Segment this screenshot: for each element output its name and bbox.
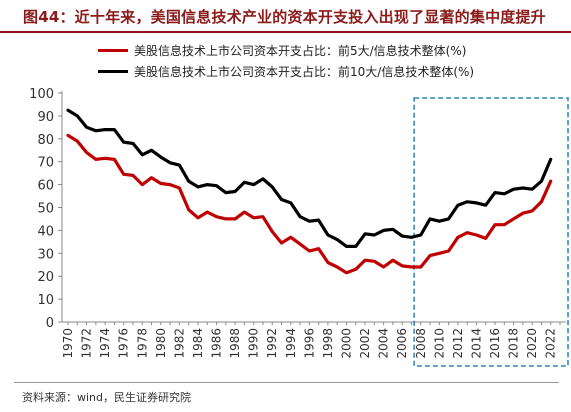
- x-tick-label: 2002: [358, 328, 372, 359]
- x-tick-label: 2004: [377, 328, 391, 359]
- y-tick-label: 30: [37, 247, 54, 262]
- x-tick-label: 1992: [265, 328, 279, 359]
- x-tick-label: 2012: [451, 328, 465, 359]
- title-bar: 图44：近十年来，美国信息技术产业的资本开支投入出现了显著的集中度提升: [0, 0, 571, 30]
- x-tick-label: 1982: [172, 328, 186, 359]
- y-tick-label: 0: [46, 316, 54, 331]
- x-tick-label: 1996: [302, 328, 316, 359]
- y-tick-label: 20: [37, 270, 54, 285]
- x-tick-label: 2016: [488, 328, 502, 359]
- x-tick-label: 1978: [135, 328, 149, 359]
- x-tick-label: 1972: [80, 328, 94, 359]
- x-tick-label: 1980: [154, 328, 168, 359]
- legend-swatch-top5: [98, 49, 128, 52]
- x-tick-label: 2022: [544, 328, 558, 359]
- series-line-top5: [66, 133, 553, 275]
- y-tick-label: 70: [37, 156, 54, 171]
- x-tick-label: 1994: [284, 328, 298, 359]
- x-tick-label: 1970: [61, 328, 75, 359]
- legend-swatch-top10: [98, 70, 128, 73]
- x-tick-label: 2000: [339, 328, 353, 359]
- x-tick-label: 2020: [525, 328, 539, 359]
- x-tick-label: 2010: [432, 328, 446, 359]
- y-tick-label: 60: [37, 179, 54, 194]
- x-tick-label: 1990: [247, 328, 261, 359]
- x-tick-label: 1974: [98, 328, 112, 359]
- x-tick-label: 2014: [469, 328, 483, 359]
- series-line-top10: [66, 108, 553, 248]
- x-tick-label: 1976: [117, 328, 131, 359]
- x-tick-label: 2006: [395, 328, 409, 359]
- title-underline: [0, 31, 571, 33]
- figure-title: 图44：近十年来，美国信息技术产业的资本开支投入出现了显著的集中度提升: [23, 8, 546, 26]
- y-tick-label: 50: [37, 202, 54, 217]
- highlight-box: [413, 97, 569, 367]
- y-tick-label: 90: [37, 110, 54, 125]
- legend-label-top5: 美股信息技术上市公司资本开支占比：前5大/信息技术整体(%): [134, 44, 467, 58]
- source-note: 资料来源：wind，民生证券研究院: [22, 391, 192, 404]
- x-tick-label: 1984: [191, 328, 205, 359]
- legend: 美股信息技术上市公司资本开支占比：前5大/信息技术整体(%) 美股信息技术上市公…: [98, 40, 474, 82]
- x-tick-label: 1988: [228, 328, 242, 359]
- legend-label-top10: 美股信息技术上市公司资本开支占比：前10大/信息技术整体(%): [134, 65, 475, 79]
- x-tick-label: 1986: [210, 328, 224, 359]
- x-tick-label: 2018: [507, 328, 521, 359]
- y-tick-label: 10: [37, 293, 54, 308]
- x-tick-label: 1998: [321, 328, 335, 359]
- source-divider: [14, 382, 559, 383]
- legend-item-top10: 美股信息技术上市公司资本开支占比：前10大/信息技术整体(%): [98, 61, 474, 82]
- y-tick-label: 40: [37, 224, 54, 239]
- x-tick-label: 2008: [414, 328, 428, 359]
- y-tick-label: 100: [29, 87, 54, 102]
- y-tick-label: 80: [37, 133, 54, 148]
- legend-item-top5: 美股信息技术上市公司资本开支占比：前5大/信息技术整体(%): [98, 40, 474, 61]
